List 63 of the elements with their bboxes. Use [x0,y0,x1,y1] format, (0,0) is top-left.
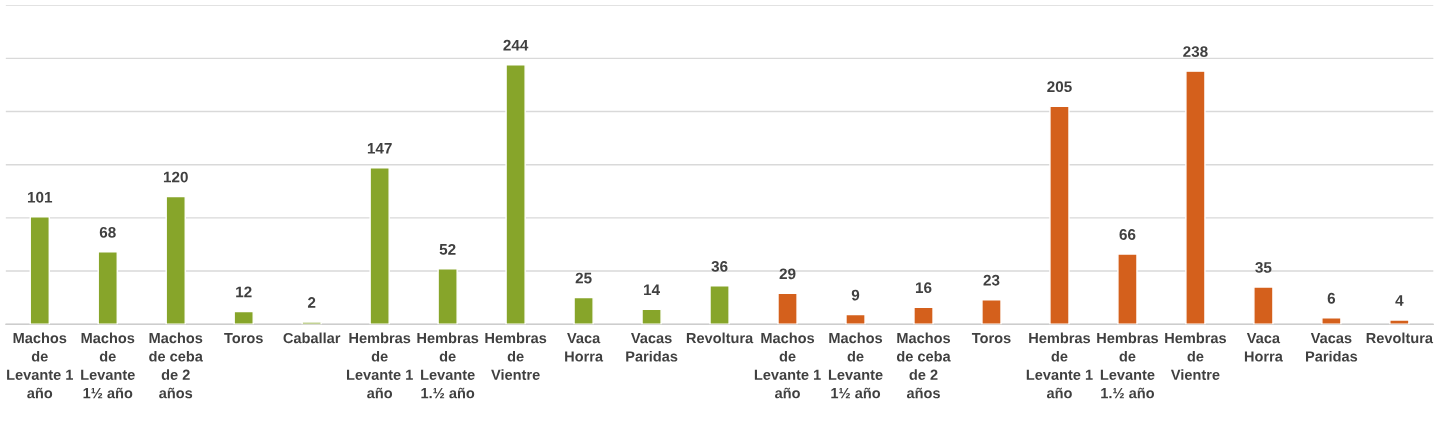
x-tick-label: Revoltura [686,332,754,344]
bar [165,195,186,325]
x-tick-label: Vacas Paridas [1306,333,1358,362]
data-label: 101 [27,191,53,203]
x-tick-label: Toros [971,333,1011,344]
data-label: 25 [575,272,592,284]
x-tick-label: Hembras de Levante 1.½ año [417,332,479,399]
x-tick-label: Machos de ceba de 2 años [149,332,203,399]
x-tick-label: Hembras de Levante 1 año [347,332,413,399]
x-tick-label: Hembras de Levante 1.½ año [1097,332,1159,399]
data-label: 4 [1395,295,1404,306]
bar [1389,319,1410,325]
data-label: 12 [236,286,252,298]
bar [437,268,458,325]
data-label: 23 [983,274,1000,286]
bar [301,321,322,325]
x-tick-label: Machos de Levante 1 año [754,332,821,399]
bar [1253,286,1274,325]
x-tick-label: Revoltura [1366,332,1434,344]
bar [1321,317,1342,325]
bar [1117,253,1138,325]
x-tick-label: Vacas Paridas [626,333,678,362]
x-tick-label: Hembras de Vientre [1165,332,1227,380]
bar [233,310,254,325]
data-label: 68 [99,226,116,238]
data-label: 66 [1119,229,1136,240]
bar [1185,70,1206,325]
bar [913,306,934,325]
data-label: 2 [307,297,316,308]
x-tick-label: Toros [224,333,263,344]
x-tick-label: Hembras de Vientre [485,332,547,380]
x-tick-label: Machos de ceba de 2 años [896,332,951,399]
data-label: 205 [1047,81,1072,93]
data-label: 16 [915,282,932,294]
data-label: 14 [644,284,660,296]
x-tick-label: Machos de Levante 1 año [7,332,73,399]
data-label: 6 [1327,292,1336,304]
bar [369,167,390,325]
data-label: 29 [779,268,796,280]
data-label: 52 [439,243,456,255]
bar [777,292,798,325]
bar [29,216,50,325]
bar [1049,105,1070,325]
bar [981,299,1002,325]
bar [845,313,866,325]
data-label: 244 [503,39,529,51]
x-tick-label: Machos de Levante 1½ año [81,332,135,399]
x-tick-label: Vaca Horra [1244,333,1283,362]
bar [641,308,662,325]
bar [709,285,730,325]
bar [505,64,526,325]
data-label: 36 [711,260,728,272]
data-label: 35 [1255,262,1272,273]
bar [97,251,118,325]
x-tick-label: Hembras de Levante 1 año [1026,332,1093,399]
data-label: 238 [1183,46,1208,58]
data-label: 147 [367,143,392,154]
data-label: 120 [163,171,188,183]
data-label: 9 [851,289,860,301]
x-tick-label: Machos de Levante 1½ año [828,332,883,399]
x-tick-label: Caballar [283,332,341,344]
bar [573,296,594,325]
x-tick-label: Vaca Horra [565,333,604,362]
